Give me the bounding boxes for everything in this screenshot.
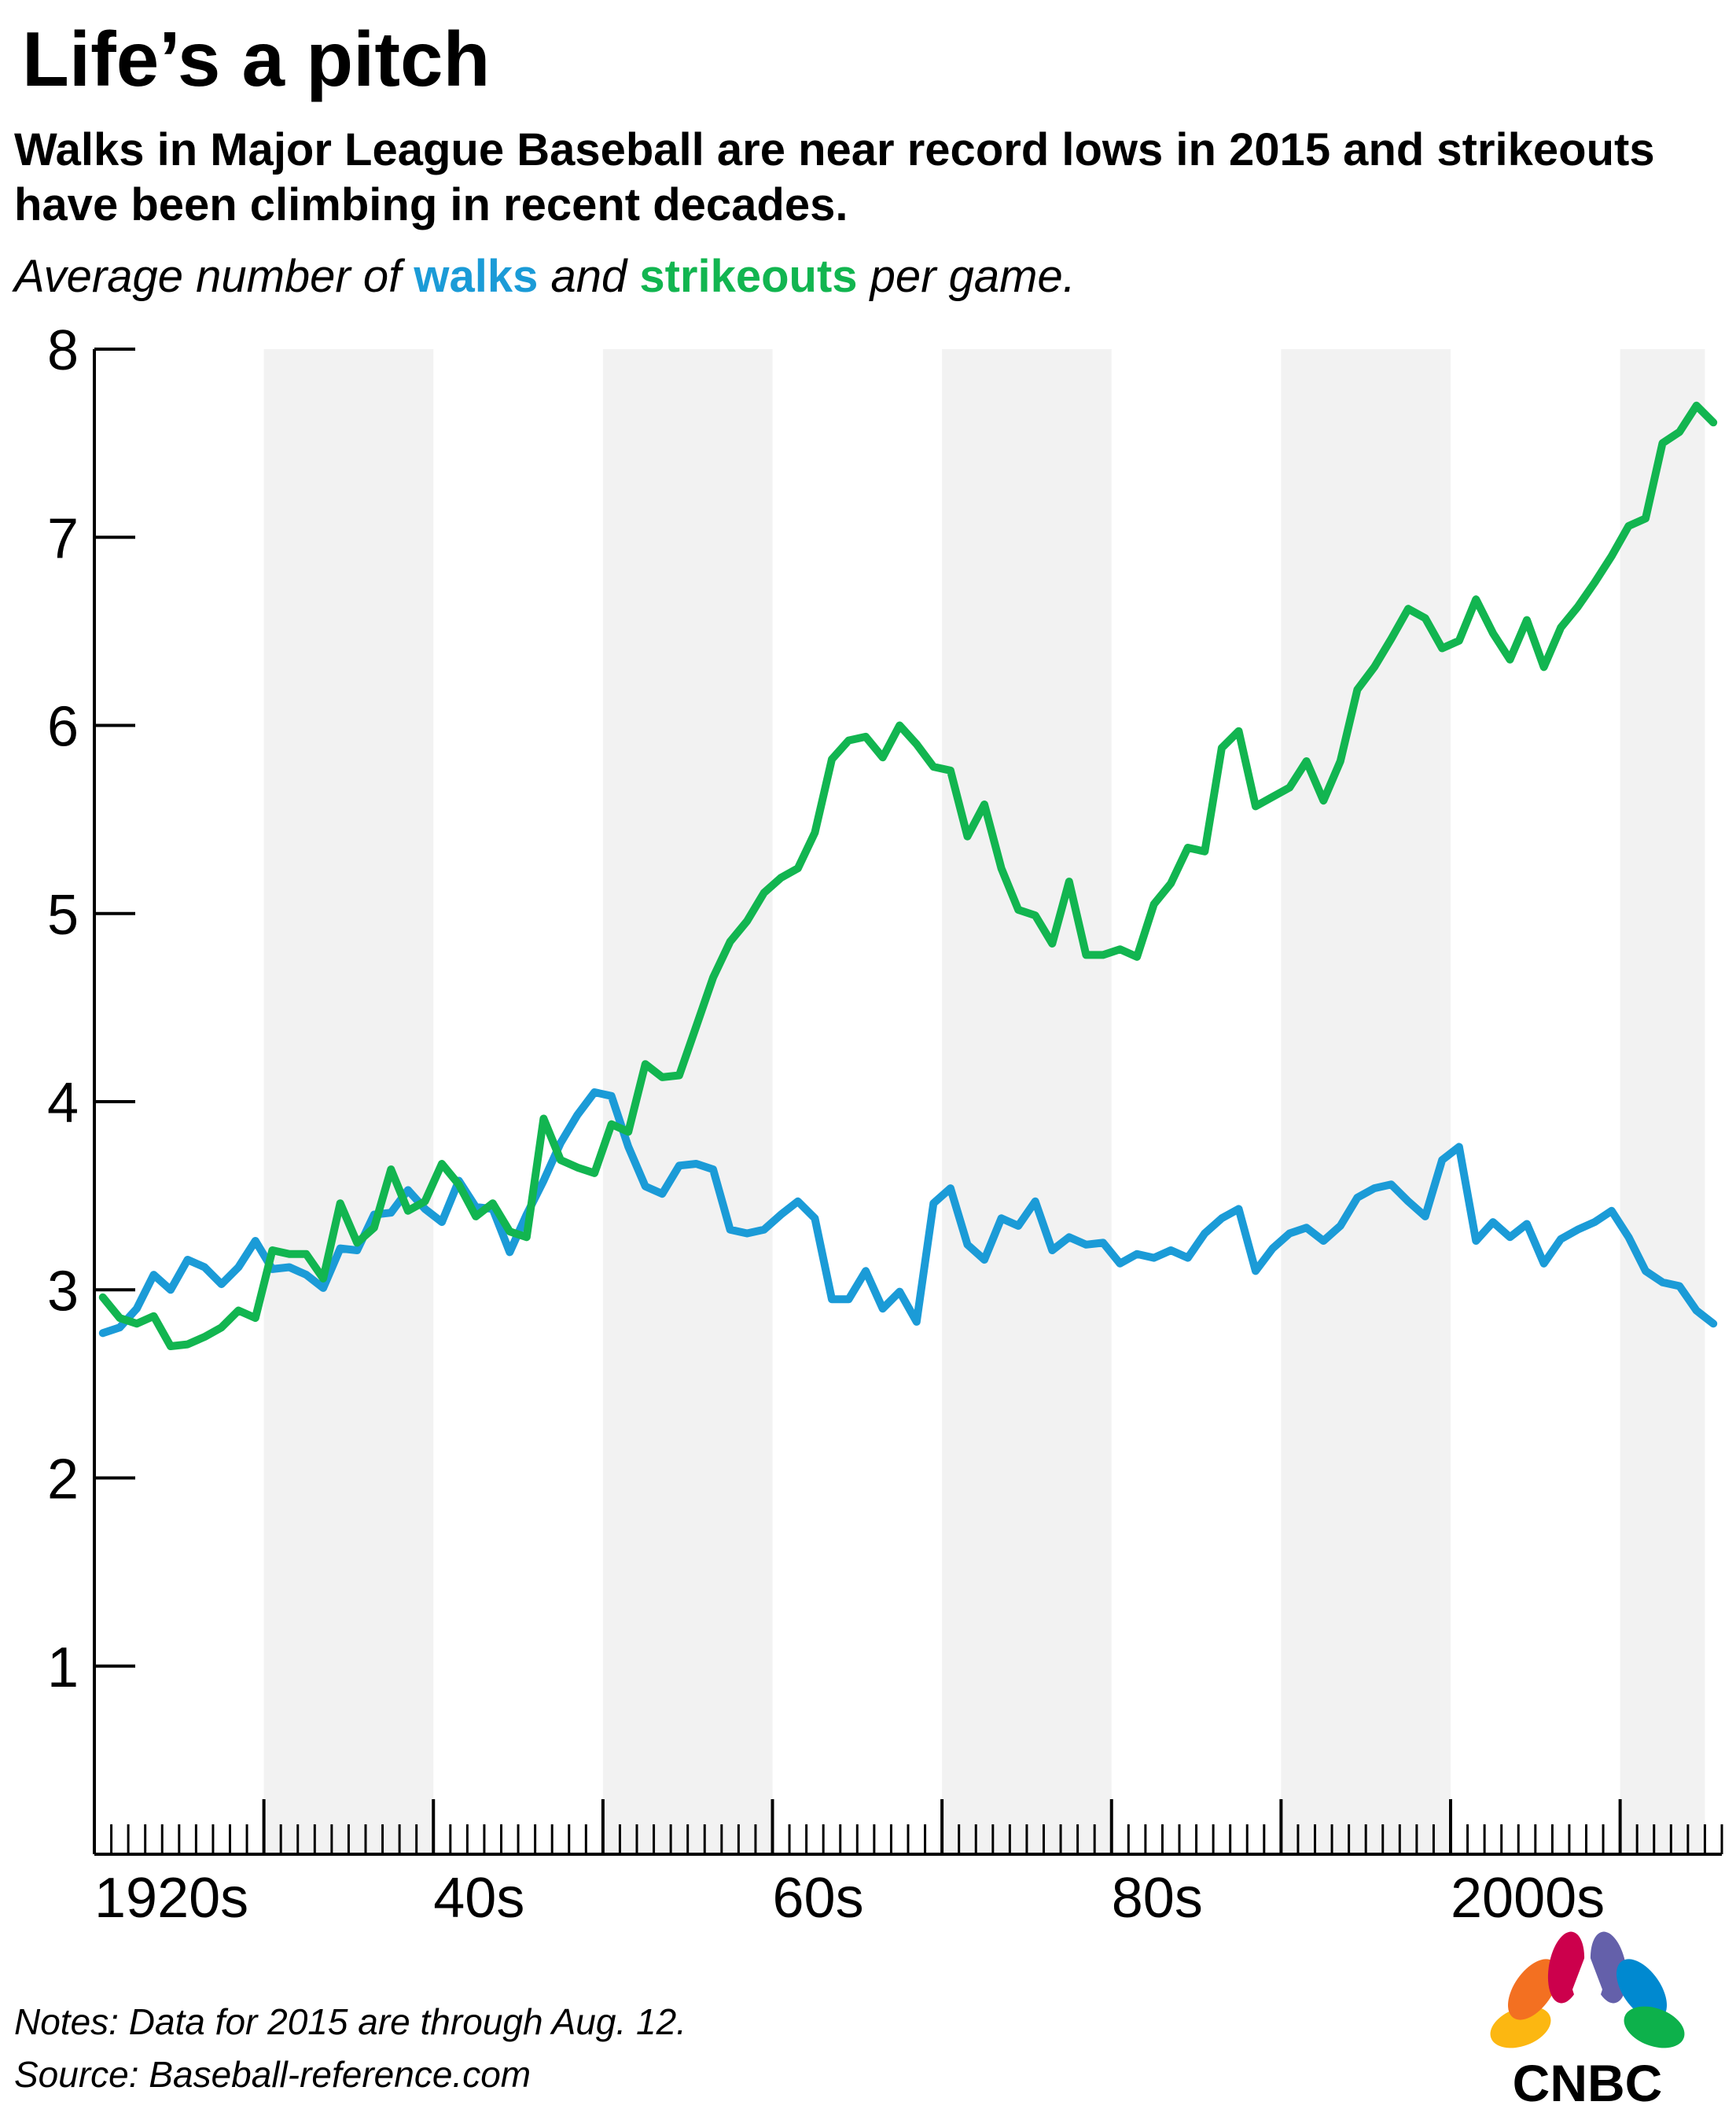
desc-walks-label: walks: [414, 251, 539, 302]
y-tick-label: 3: [47, 1260, 79, 1323]
x-tick-label: 2000s: [1451, 1867, 1605, 1919]
x-tick-label: 40s: [433, 1867, 524, 1919]
notes-text: Notes: Data for 2015 are through Aug. 12…: [14, 2001, 686, 2042]
y-tick-label: 5: [47, 884, 79, 947]
decade-band-4: [1620, 349, 1705, 1854]
x-tick-label: 60s: [773, 1867, 864, 1919]
series-lines: [98, 401, 1718, 1350]
y-tick-label: 4: [47, 1072, 79, 1135]
peacock-icon: [1490, 1931, 1685, 2048]
axes: 1 2 3 4 5 6 7 8 1920s 40s 60s 80s 2000s: [47, 319, 1723, 1919]
y-tick-label: 8: [47, 319, 79, 382]
series-line-walks: [98, 1088, 1718, 1338]
y-tick-label: 1: [47, 1636, 79, 1699]
y-tick-label: 2: [47, 1448, 79, 1511]
decade-band-0: [263, 349, 434, 1854]
source-text: Source: Baseball-reference.com: [14, 2053, 531, 2095]
x-tick-label: 1920s: [94, 1867, 248, 1919]
y-tick-label: 6: [47, 696, 79, 759]
chart-description: Average number of walks and strikeouts p…: [14, 250, 1076, 303]
footer-notes: Notes: Data for 2015 are through Aug. 12…: [14, 1996, 686, 2100]
desc-suffix: per game.: [857, 251, 1076, 302]
desc-mid: and: [538, 251, 640, 302]
y-tick-label: 7: [47, 507, 79, 570]
decade-band-2: [942, 349, 1112, 1854]
desc-prefix: Average number of: [14, 251, 414, 302]
decade-bands: [263, 349, 1705, 1854]
chart-subtitle: Walks in Major League Baseball are near …: [14, 124, 1655, 230]
chart-title: Life’s a pitch: [22, 16, 491, 102]
cnbc-logo: CNBC: [1490, 1931, 1685, 2107]
cnbc-logo-text: CNBC: [1513, 2054, 1663, 2107]
series-line-strikeouts: [98, 401, 1718, 1350]
x-tick-label: 80s: [1112, 1867, 1203, 1919]
desc-strikeouts-label: strikeouts: [639, 251, 858, 302]
line-chart: 1 2 3 4 5 6 7 8 1920s 40s 60s 80s 2000s: [47, 319, 1723, 1919]
decade-band-1: [602, 349, 773, 1854]
decade-band-3: [1281, 349, 1451, 1854]
